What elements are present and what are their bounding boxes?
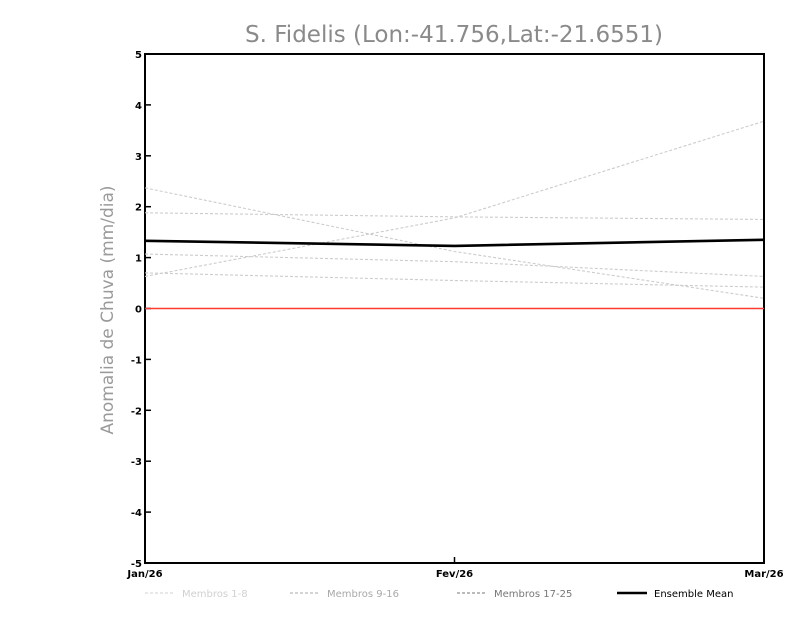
member-line <box>144 120 765 277</box>
chart-title: S. Fidelis (Lon:-41.756,Lat:-21.6551) <box>245 22 663 48</box>
legend-label: Ensemble Mean <box>654 589 733 600</box>
y-tick-label: -2 <box>131 406 142 417</box>
y-tick-label: 3 <box>135 152 142 163</box>
y-tick-label: 4 <box>135 101 142 112</box>
legend-item: Membros 1-8 <box>145 589 248 600</box>
y-axis-label: Anomalia de Chuva (mm/dia) <box>98 185 118 434</box>
y-tick-label: 0 <box>135 305 142 316</box>
member-line <box>144 272 765 288</box>
y-tick-label: -5 <box>131 559 142 570</box>
y-tick-label: -3 <box>131 457 142 468</box>
y-tick-label: 2 <box>135 203 142 214</box>
legend-item: Membros 17-25 <box>457 589 572 600</box>
legend-item: Ensemble Mean <box>617 589 733 600</box>
legend-item: Membros 9-16 <box>290 589 399 600</box>
legend-label: Membros 17-25 <box>494 589 572 600</box>
y-tick-label: -4 <box>131 508 142 519</box>
member-line <box>144 212 765 220</box>
legend-label: Membros 9-16 <box>327 589 399 600</box>
ensemble-mean-line <box>144 238 765 248</box>
y-tick-label: -1 <box>131 355 142 366</box>
member-line <box>144 187 765 299</box>
x-tick-label: Fev/26 <box>436 569 473 580</box>
member-line <box>144 253 765 277</box>
y-tick-label: 1 <box>135 254 142 265</box>
y-tick-label: 5 <box>135 50 142 61</box>
x-tick-label: Mar/26 <box>744 569 783 580</box>
legend-label: Membros 1-8 <box>182 589 248 600</box>
x-tick-label: Jan/26 <box>126 569 162 580</box>
